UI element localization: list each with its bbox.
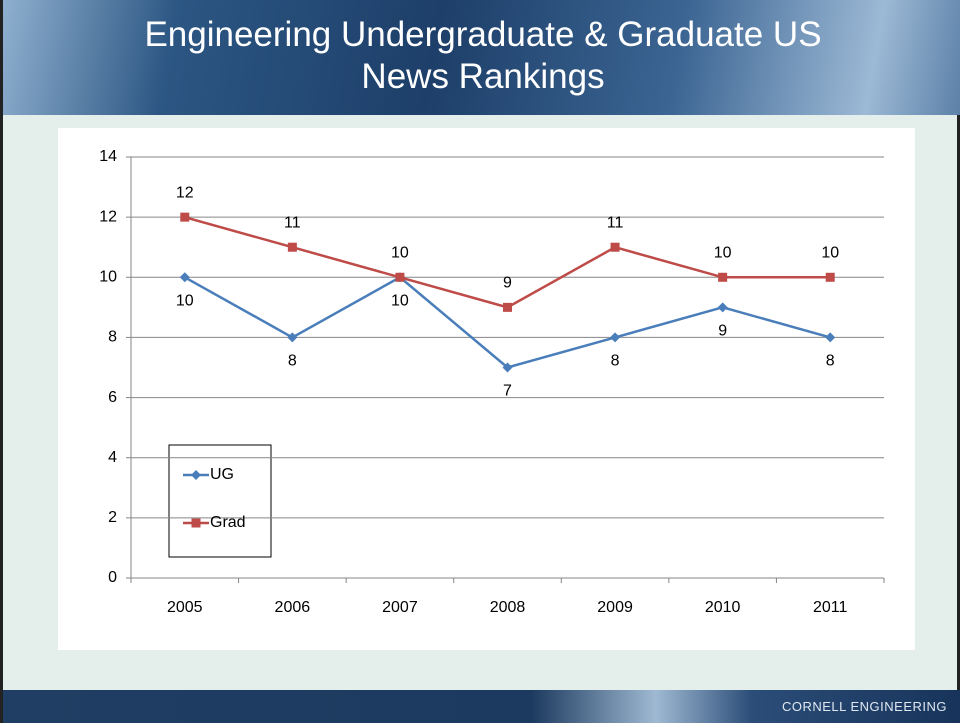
data-label: 10 [391,293,409,310]
y-tick-label: 12 [99,208,117,225]
x-tick-label: 2005 [167,599,203,616]
x-tick-label: 2009 [597,599,633,616]
x-tick-label: 2010 [705,599,741,616]
slide-title: Engineering Undergraduate & Graduate US … [144,15,822,96]
x-tick-label: 2007 [382,599,418,616]
data-label: 8 [611,353,620,370]
marker [718,272,728,282]
data-label: 9 [503,275,512,292]
marker [179,272,190,283]
data-label: 10 [391,245,409,262]
marker [610,242,620,252]
marker [717,302,728,313]
data-label: 11 [284,214,301,231]
y-tick-label: 4 [108,449,117,466]
y-tick-label: 14 [99,148,117,165]
legend-label: Grad [210,514,246,531]
y-tick-label: 0 [108,569,117,586]
data-label: 10 [821,245,839,262]
data-label: 7 [503,383,512,400]
chart: 0 2 4 6 8 10 12 14 2005 2006 2007 2008 2009 2010 2011 1… [58,128,915,650]
data-label: 10 [714,245,732,262]
data-label: 8 [826,353,835,370]
y-tick-label: 2 [108,509,117,526]
marker [503,302,512,312]
marker [502,362,513,373]
legend-box [168,444,272,558]
x-tick-label: 2006 [275,599,311,616]
legend-label: UG [210,466,234,483]
marker [191,470,201,480]
y-tick-label: 10 [99,269,117,286]
data-label: 11 [607,214,624,231]
footer-text: CORNELL ENGINEERING [781,699,947,714]
footer: CORNELL ENGINEERING [3,690,960,723]
x-tick-label: 2008 [490,599,526,616]
marker [180,212,190,222]
y-tick-label: 6 [108,389,117,406]
header: Engineering Undergraduate & Graduate US … [3,0,960,115]
marker [610,332,621,343]
chart-area [58,128,915,650]
data-label: 8 [288,353,297,370]
y-tick-label: 8 [108,329,117,346]
x-tick-label: 2011 [813,599,848,616]
marker [825,332,836,343]
data-label: 9 [718,323,727,340]
marker [287,332,298,343]
data-label: 10 [176,293,194,310]
marker [825,272,835,282]
data-label: 12 [176,184,194,201]
marker [191,518,201,528]
marker [287,242,297,252]
marker [395,272,405,282]
